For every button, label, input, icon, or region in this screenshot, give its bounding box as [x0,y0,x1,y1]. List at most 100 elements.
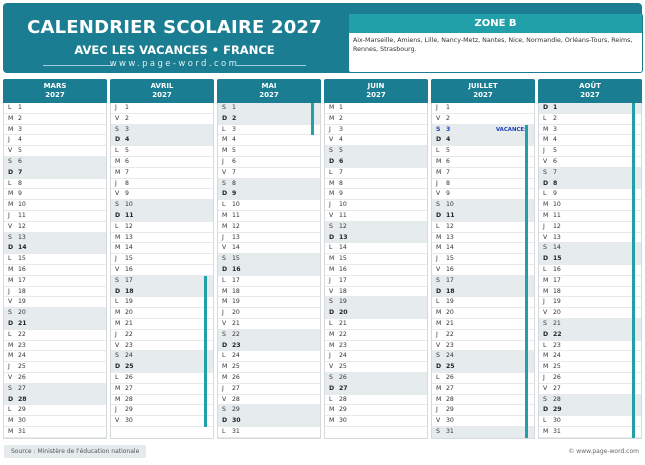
weekday-letter: M [543,125,549,133]
month-header: MAI 2027 [217,79,321,103]
day-number: 11 [232,211,240,219]
month-column: MAI 2027 S 1 D 2 L 3 M 4 M 5 J 6 V 7 S 8 D 9 L 10 M 11 M 12 J 13 V 14… [217,79,321,439]
day-row: D 16 [218,264,320,276]
weekday-letter: S [543,395,547,403]
weekday-letter: M [8,125,14,133]
weekday-letter: M [436,168,442,176]
day-row: M 16 [4,265,106,276]
month-header: JUILLET 2027 [431,79,535,103]
day-row: L 22 [4,330,106,341]
day-row: L 31 [218,427,320,438]
day-row: M 23 [325,341,427,352]
day-row: S 20 [4,308,106,319]
day-row: V 26 [4,373,106,384]
day-row: D 11 [111,210,213,222]
day-number: 16 [339,265,347,273]
day-row: V 14 [218,243,320,255]
weekday-letter: M [436,233,442,241]
day-row: L 21 [325,319,427,330]
day-row: L 23 [539,341,641,352]
weekday-letter: M [329,406,335,414]
day-row: S 21 [539,318,641,330]
day-number: 6 [232,157,236,165]
day-number: 8 [232,179,236,187]
day-row: S 3 VACANCES [432,124,534,136]
weekday-letter: V [8,222,13,230]
weekday-letter: V [115,265,120,273]
month-name: JUILLET [468,82,498,90]
day-row: M 18 [539,287,641,298]
day-row: M 11 [218,211,320,222]
day-number: 13 [232,233,240,241]
day-number: 5 [446,147,450,155]
weekday-letter: D [543,179,549,187]
weekday-letter: S [8,384,12,392]
weekday-letter: D [329,157,335,165]
day-row: M 18 [218,287,320,298]
weekday-letter: M [436,157,442,165]
day-number: 7 [553,168,557,176]
weekday-letter: J [329,352,331,360]
day-number: 6 [553,157,557,165]
weekday-letter: D [329,384,335,392]
day-number: 15 [339,255,347,263]
weekday-letter: M [8,341,14,349]
day-row: D 30 [218,416,320,427]
weekday-letter: M [436,384,442,392]
day-row: V 28 [218,395,320,406]
zone-title: ZONE B [349,14,642,33]
day-row: D 25 [111,362,213,373]
divider-right [236,65,306,66]
day-row: S 17 [432,275,534,287]
weekday-letter: M [543,136,549,144]
day-row: D 15 [539,254,641,265]
weekday-letter: M [543,363,549,371]
weekday-letter: S [436,276,440,284]
weekday-letter: J [115,179,117,187]
weekday-letter: V [8,298,13,306]
day-number: 31 [232,427,240,435]
weekday-letter: V [8,373,13,381]
weekday-letter: V [222,319,227,327]
weekday-letter: M [8,276,14,284]
day-row: J 22 [432,330,534,341]
weekday-letter: S [115,352,119,360]
weekday-letter: J [436,104,438,111]
weekday-letter: S [436,125,441,133]
month-column: JUIN 2027 M 1 M 2 J 3 V 4 S 5 D 6 L 7 M 8 M 9 J 10 V 11 S 12 D 13 L 1… [324,79,428,439]
weekday-letter: S [222,406,226,414]
day-number: 19 [553,298,561,306]
weekday-letter: L [222,352,226,360]
day-number: 8 [339,179,343,187]
day-list: J 1 V 2 S 3 D 4 L 5 M 6 M 7 J 8 V 9 S 10 D 11 L 12 M 13 M 14 J 15 V 16 S… [110,103,214,439]
day-number: 9 [339,190,343,198]
weekday-letter: V [436,190,441,198]
day-row: J 11 [4,211,106,222]
weekday-letter: D [115,136,121,144]
day-number: 8 [125,179,129,187]
day-row: L 19 [432,297,534,309]
day-row: S 26 [325,372,427,384]
day-row: J 29 [111,405,213,417]
day-row: M 17 [539,276,641,287]
day-row: S 31 [432,426,534,438]
day-number: 27 [125,384,133,392]
holiday-label: VACANCES [495,126,528,133]
day-number: 11 [125,211,134,219]
day-number: 31 [18,427,26,435]
weekday-letter: V [329,363,334,371]
weekday-letter: M [115,384,121,392]
day-row: J 19 [539,297,641,309]
weekday-letter: L [8,406,12,414]
weekday-letter: V [329,211,334,219]
